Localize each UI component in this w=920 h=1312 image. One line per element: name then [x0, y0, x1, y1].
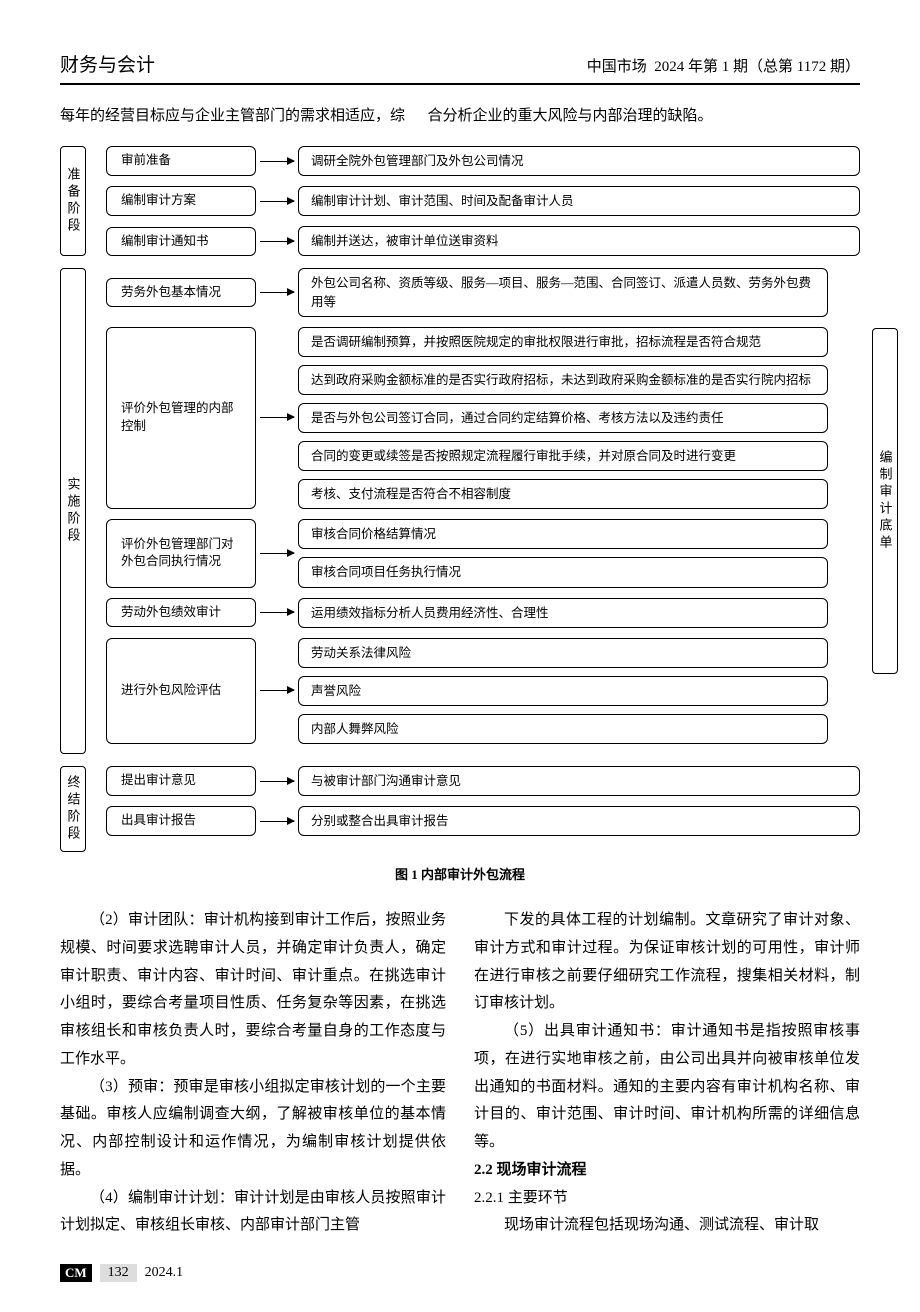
journal-issue: 中国市场 2024 年第 1 期（总第 1172 期） — [587, 55, 860, 76]
step-row: 评价外包管理部门对外包合同执行情况 审核合同价格结算情况 审核合同项目任务执行情… — [106, 519, 828, 587]
flowchart: 准备阶段 审前准备 调研全院外包管理部门及外包公司情况 编制审计方案 编制审计计… — [60, 146, 860, 852]
detail-box: 与被审计部门沟通审计意见 — [298, 766, 860, 796]
paragraph: （3）预审：预审是审核小组拟定审核计划的一个主要基础。审核人应编制调查大纲，了解… — [60, 1074, 446, 1185]
detail-box: 内部人舞弊风险 — [298, 714, 828, 744]
side-label: 编制审计底单 — [872, 328, 898, 674]
phase-end: 终结阶段 提出审计意见 与被审计部门沟通审计意见 出具审计报告 分别或整合出具审… — [60, 766, 860, 852]
step-box: 评价外包管理部门对外包合同执行情况 — [106, 519, 256, 587]
body-text: （2）审计团队：审计机构接到审计工作后，按照业务规模、时间要求选聘审计人员，并确… — [60, 907, 860, 1240]
phase-label-end: 终结阶段 — [60, 766, 86, 852]
footer-date: 2024.1 — [145, 1265, 184, 1281]
page-number: 132 — [100, 1264, 137, 1282]
page-header: 财务与会计 中国市场 2024 年第 1 期（总第 1172 期） — [60, 50, 860, 85]
detail-box: 是否调研编制预算，并按照医院规定的审批权限进行审批，招标流程是否符合规范 — [298, 327, 828, 357]
detail-box: 是否与外包公司签订合同，通过合同约定结算价格、考核方法以及违约责任 — [298, 403, 828, 433]
step-row: 提出审计意见 与被审计部门沟通审计意见 — [106, 766, 860, 796]
step-box: 劳务外包基本情况 — [106, 278, 256, 308]
step-box: 编制审计方案 — [106, 186, 256, 216]
step-box: 进行外包风险评估 — [106, 638, 256, 744]
step-row: 评价外包管理的内部控制 是否调研编制预算，并按照医院规定的审批权限进行审批，招标… — [106, 327, 828, 510]
phase-prep: 准备阶段 审前准备 调研全院外包管理部门及外包公司情况 编制审计方案 编制审计计… — [60, 146, 860, 256]
detail-box: 审核合同项目任务执行情况 — [298, 557, 828, 587]
step-row: 编制审计通知书 编制并送达，被审计单位送审资料 — [106, 226, 860, 256]
detail-box: 调研全院外包管理部门及外包公司情况 — [298, 146, 860, 176]
step-row: 出具审计报告 分别或整合出具审计报告 — [106, 806, 860, 836]
step-row: 劳务外包基本情况 外包公司名称、资质等级、服务—项目、服务—范围、合同签订、派遣… — [106, 268, 828, 316]
paragraph: （2）审计团队：审计机构接到审计工作后，按照业务规模、时间要求选聘审计人员，并确… — [60, 907, 446, 1074]
detail-box: 声誉风险 — [298, 676, 828, 706]
detail-box: 编制并送达，被审计单位送审资料 — [298, 226, 860, 256]
phase-impl: 实施阶段 劳务外包基本情况 外包公司名称、资质等级、服务—项目、服务—范围、合同… — [60, 268, 860, 754]
step-box: 提出审计意见 — [106, 766, 256, 796]
detail-box: 合同的变更或续签是否按照规定流程履行审批手续，并对原合同及时进行变更 — [298, 441, 828, 471]
page-footer: CM 132 2024.1 — [60, 1264, 860, 1282]
step-row: 劳动外包绩效审计 运用绩效指标分析人员费用经济性、合理性 — [106, 598, 828, 628]
arrow-icon — [260, 690, 294, 691]
step-box: 出具审计报告 — [106, 806, 256, 836]
detail-box: 分别或整合出具审计报告 — [298, 806, 860, 836]
section-heading: 2.2 现场审计流程 — [474, 1157, 860, 1185]
step-row: 编制审计方案 编制审计计划、审计范围、时间及配备审计人员 — [106, 186, 860, 216]
phase-label-prep: 准备阶段 — [60, 146, 86, 256]
arrow-icon — [260, 553, 294, 554]
detail-box: 外包公司名称、资质等级、服务—项目、服务—范围、合同签订、派遣人员数、劳务外包费… — [298, 268, 828, 316]
figure-caption: 图 1 内部审计外包流程 — [60, 864, 860, 883]
arrow-icon — [260, 612, 294, 613]
section-title: 财务与会计 — [60, 50, 155, 77]
arrow-icon — [260, 821, 294, 822]
subsection-heading: 2.2.1 主要环节 — [474, 1185, 860, 1213]
paragraph: （5）出具审计通知书：审计通知书是指按照审核事项，在进行实地审核之前，由公司出具… — [474, 1018, 860, 1157]
detail-box: 达到政府采购金额标准的是否实行政府招标，未达到政府采购金额标准的是否实行院内招标 — [298, 365, 828, 395]
paragraph: 现场审计流程包括现场沟通、测试流程、审计取 — [474, 1212, 860, 1240]
detail-box: 劳动关系法律风险 — [298, 638, 828, 668]
arrow-icon — [260, 201, 294, 202]
arrow-icon — [260, 161, 294, 162]
detail-box: 审核合同价格结算情况 — [298, 519, 828, 549]
footer-badge: CM — [60, 1264, 92, 1282]
step-box: 劳动外包绩效审计 — [106, 598, 256, 628]
arrow-icon — [260, 292, 294, 293]
intro-text: 每年的经营目标应与企业主管部门的需求相适应，综 合分析企业的重大风险与内部治理的… — [60, 103, 860, 130]
detail-box: 考核、支付流程是否符合不相容制度 — [298, 479, 828, 509]
detail-box: 编制审计计划、审计范围、时间及配备审计人员 — [298, 186, 860, 216]
step-box: 编制审计通知书 — [106, 227, 256, 257]
paragraph: 下发的具体工程的计划编制。文章研究了审计对象、审计方式和审计过程。为保证审核计划… — [474, 907, 860, 1018]
arrow-icon — [260, 781, 294, 782]
arrow-icon — [260, 417, 294, 418]
step-box: 评价外包管理的内部控制 — [106, 327, 256, 510]
step-row: 审前准备 调研全院外包管理部门及外包公司情况 — [106, 146, 860, 176]
step-box: 审前准备 — [106, 146, 256, 176]
step-row: 进行外包风险评估 劳动关系法律风险 声誉风险 内部人舞弊风险 — [106, 638, 828, 744]
detail-box: 运用绩效指标分析人员费用经济性、合理性 — [298, 598, 828, 628]
phase-label-impl: 实施阶段 — [60, 268, 86, 754]
paragraph: （4）编制审计计划：审计计划是由审核人员按照审计计划拟定、审核组长审核、内部审计… — [60, 1185, 446, 1241]
arrow-icon — [260, 241, 294, 242]
